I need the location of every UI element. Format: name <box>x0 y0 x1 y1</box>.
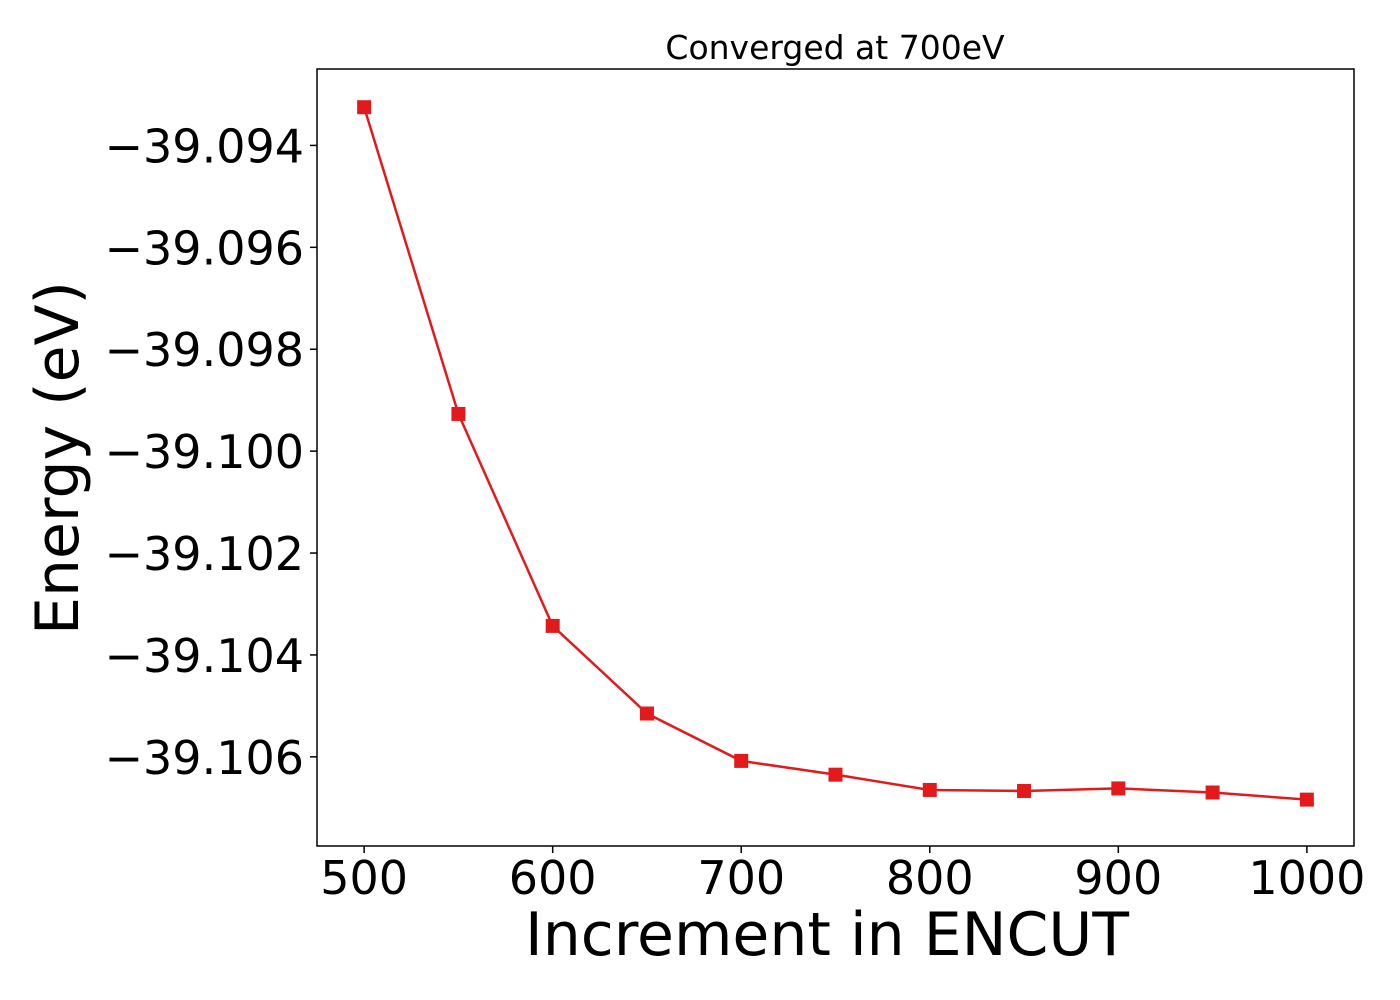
x-tick-label: 800 <box>886 851 974 905</box>
chart-title: Converged at 700eV <box>665 28 1005 67</box>
x-axis-ticks: 500 600 700 800 900 1000 <box>320 846 1365 905</box>
x-tick-label: 700 <box>697 851 785 905</box>
data-point-marker <box>545 618 560 633</box>
data-point-marker <box>1299 792 1314 807</box>
x-tick-label: 1000 <box>1248 851 1365 905</box>
y-tick-label: −39.094 <box>105 119 305 173</box>
y-axis-label: Energy (eV) <box>23 281 93 635</box>
y-tick-label: −39.098 <box>105 323 305 377</box>
y-tick-label: −39.106 <box>105 731 305 785</box>
plot-frame <box>316 68 1355 847</box>
series-line <box>362 106 1307 801</box>
y-tick-label: −39.102 <box>105 527 305 581</box>
y-tick-label: −39.100 <box>105 425 305 479</box>
data-point-marker <box>734 753 749 768</box>
data-point-marker <box>451 406 466 421</box>
data-point-marker <box>639 706 654 721</box>
x-tick-label: 900 <box>1074 851 1162 905</box>
data-point-marker <box>828 767 843 782</box>
y-tick-label: −39.104 <box>105 629 305 683</box>
data-point-marker <box>1017 783 1032 798</box>
data-point-marker <box>1205 785 1220 800</box>
data-point-marker <box>1111 781 1126 796</box>
x-axis-label: Increment in ENCUT <box>525 900 1129 970</box>
y-tick-label: −39.096 <box>105 221 305 275</box>
series-layer <box>357 100 1314 807</box>
x-tick-label: 500 <box>320 851 408 905</box>
data-point-marker <box>357 100 372 115</box>
data-point-marker <box>922 782 937 797</box>
y-axis-ticks: −39.094 −39.096 −39.098 −39.100 −39.102 −39.1… <box>105 119 317 785</box>
x-tick-label: 600 <box>509 851 597 905</box>
